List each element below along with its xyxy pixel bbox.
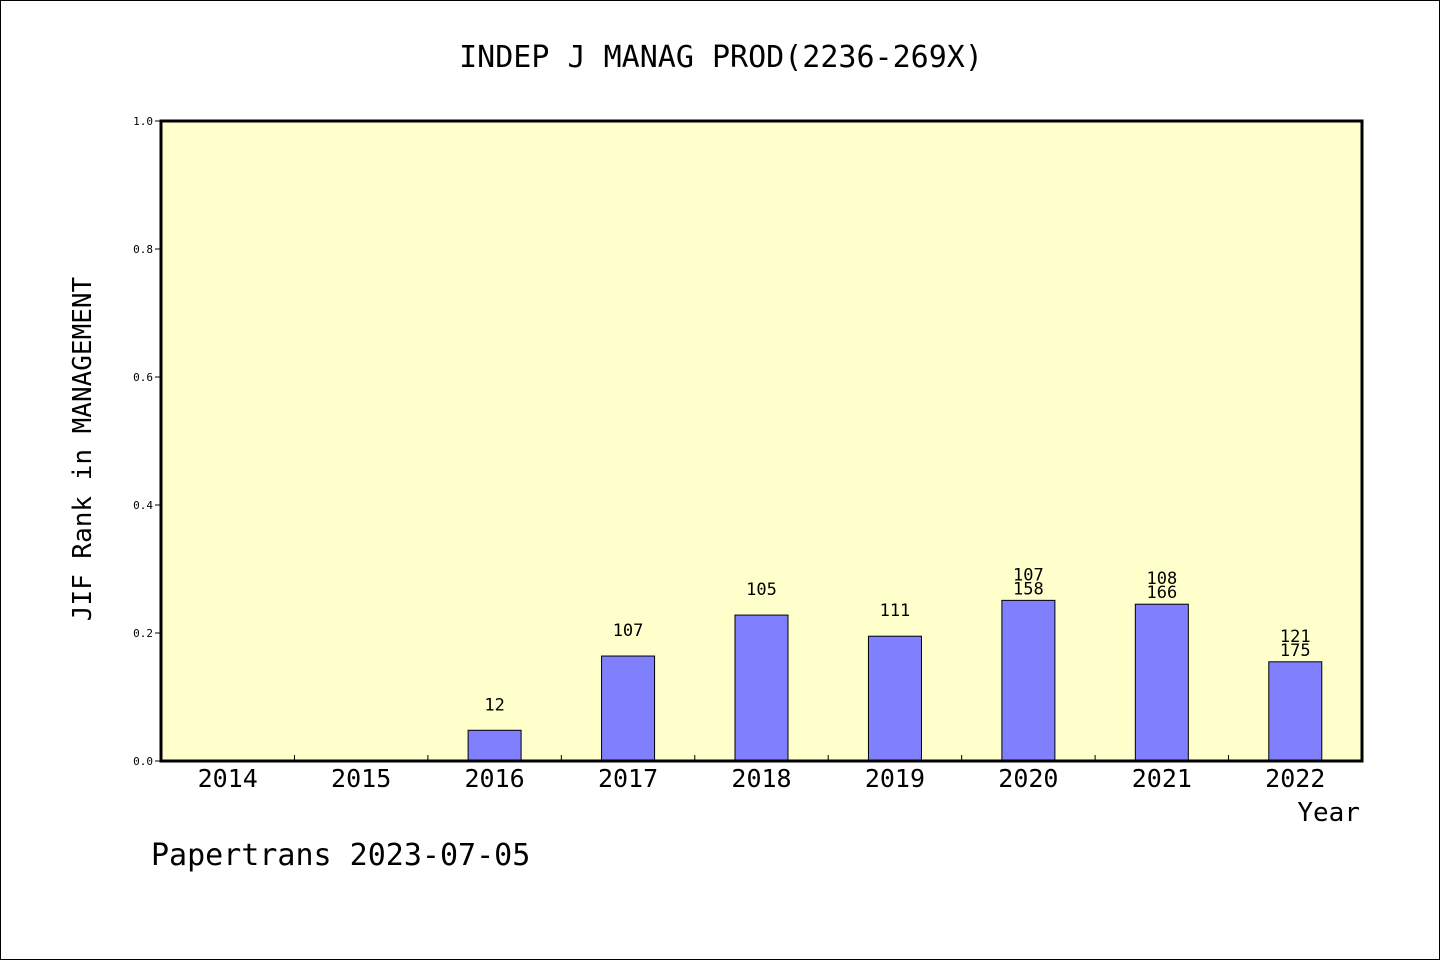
x-axis-ticks: 2014 2015 2016 2017 2018 2019 2020 2021 2022 bbox=[198, 755, 1325, 793]
bar-2022 bbox=[1268, 661, 1323, 762]
bar-label-bottom: 166 bbox=[1146, 583, 1177, 603]
bar-label-bottom: 107 bbox=[613, 621, 644, 641]
x-axis-label: Year bbox=[1297, 798, 1360, 828]
bar-2017 bbox=[601, 655, 656, 762]
bar-label-top: 108 bbox=[1146, 569, 1177, 589]
x-tick-label: 2020 bbox=[998, 764, 1058, 793]
x-tick-label: 2017 bbox=[598, 764, 658, 793]
x-tick-label: 2016 bbox=[465, 764, 525, 793]
bar-2016 bbox=[467, 729, 522, 762]
x-tick-label: 2019 bbox=[865, 764, 925, 793]
bar-label-bottom: 111 bbox=[880, 601, 911, 621]
y-tick-label: 0.0 bbox=[133, 755, 153, 768]
y-tick-label: 0.2 bbox=[133, 627, 153, 640]
plot-border bbox=[159, 119, 1364, 763]
bar-2021 bbox=[1134, 603, 1189, 762]
bar-label-bottom: 105 bbox=[746, 580, 777, 600]
y-tick-label: 0.4 bbox=[133, 499, 153, 512]
bar-label-bottom: 158 bbox=[1013, 579, 1044, 599]
y-axis-ticks: 0.0 0.2 0.4 0.6 0.8 1.0 bbox=[133, 115, 161, 768]
x-tick-label: 2022 bbox=[1265, 764, 1325, 793]
bar-label-top: 107 bbox=[1013, 565, 1044, 585]
bar-label-bottom: 175 bbox=[1280, 641, 1311, 661]
x-tick-label: 2021 bbox=[1132, 764, 1192, 793]
bar-label-top: 121 bbox=[1280, 627, 1311, 647]
x-tick-label: 2014 bbox=[198, 764, 258, 793]
bar-2018 bbox=[734, 614, 789, 762]
bar-2019 bbox=[867, 635, 922, 762]
y-tick-label: 0.6 bbox=[133, 371, 153, 384]
y-tick-label: 1.0 bbox=[133, 115, 153, 128]
y-tick-label: 0.8 bbox=[133, 243, 153, 256]
bars bbox=[467, 599, 1323, 762]
x-tick-label: 2015 bbox=[331, 764, 391, 793]
y-axis-label: JIF Rank in MANAGEMENT bbox=[68, 276, 98, 621]
bar-2020 bbox=[1001, 599, 1056, 762]
footer-credit: Papertrans 2023-07-05 bbox=[151, 838, 530, 873]
bar-label-bottom: 12 bbox=[484, 695, 504, 715]
x-tick-label: 2018 bbox=[731, 764, 791, 793]
chart-title: INDEP J MANAG PROD(2236-269X) bbox=[459, 40, 983, 75]
